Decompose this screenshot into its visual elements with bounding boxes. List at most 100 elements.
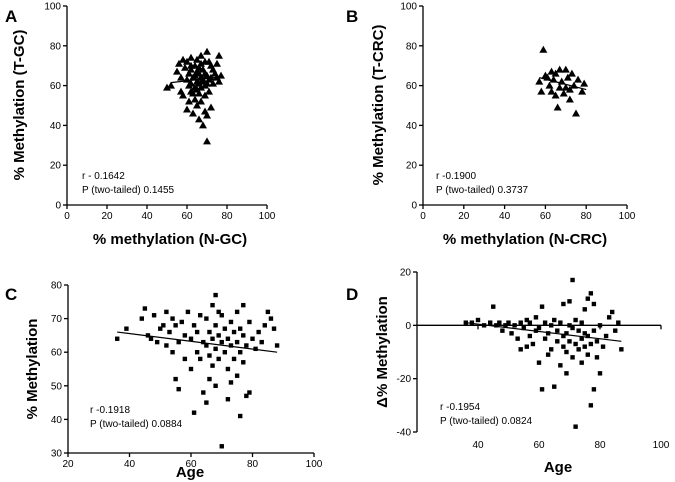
data-point <box>539 304 545 309</box>
data-point <box>225 397 231 402</box>
data-point <box>509 331 514 336</box>
data-point <box>198 356 203 362</box>
data-point <box>518 320 523 325</box>
panel-a: 0 20 40 60 80 100 0 20 40 60 80 100 % methylation (N… <box>5 2 276 249</box>
data-point <box>552 317 557 323</box>
data-point <box>606 315 612 320</box>
data-point <box>521 325 526 331</box>
data-point <box>512 323 517 328</box>
data-point <box>603 333 609 339</box>
data-point <box>561 344 566 349</box>
data-point <box>210 302 215 308</box>
data-point <box>244 343 249 348</box>
x-tick-label: 20 <box>101 211 113 222</box>
y-tick-label: 50 <box>51 381 63 392</box>
data-point <box>539 45 548 53</box>
x-tick-label: 60 <box>181 211 193 222</box>
data-point <box>195 63 203 71</box>
data-point <box>573 424 578 429</box>
y-tick-label: 30 <box>51 449 63 460</box>
y-tick-label: 0 <box>405 321 411 332</box>
data-point <box>191 61 199 69</box>
y-tick-label: 80 <box>406 41 418 52</box>
data-point <box>262 323 267 328</box>
p-value-text: P (two-tailed) 0.0884 <box>90 419 183 430</box>
p-value-text: P (two-tailed) 0.1455 <box>82 185 175 196</box>
data-point <box>265 309 271 315</box>
data-point <box>539 387 545 392</box>
data-point <box>198 313 203 318</box>
x-tick-label: 0 <box>64 211 70 222</box>
data-point <box>545 81 554 89</box>
x-tick-label: 40 <box>124 459 136 470</box>
data-point <box>164 343 169 348</box>
x-tick-label: 80 <box>247 459 259 470</box>
data-point <box>585 352 590 357</box>
data-point <box>215 51 223 59</box>
y-tick-label: -40 <box>397 428 412 439</box>
regression-line <box>117 331 278 353</box>
data-point <box>535 77 544 85</box>
data-point <box>503 323 508 328</box>
data-point <box>179 55 187 63</box>
data-point <box>228 380 234 385</box>
data-point <box>189 89 197 97</box>
data-point <box>564 371 569 376</box>
data-point <box>215 77 223 85</box>
regression-line <box>465 322 622 342</box>
data-point <box>594 355 600 360</box>
data-point <box>209 79 217 87</box>
x-axis-title: % methylation (N-GC) <box>93 231 247 248</box>
data-point <box>570 325 575 331</box>
data-point <box>193 55 201 63</box>
data-point <box>183 105 191 113</box>
data-point <box>207 103 215 111</box>
data-point <box>527 320 533 325</box>
data-point <box>578 87 587 95</box>
data-point <box>549 323 554 328</box>
y-axis-title: % Methylation <box>24 319 41 420</box>
data-point <box>585 296 590 301</box>
data-point <box>536 360 542 365</box>
data-point <box>537 87 546 95</box>
data-point <box>195 115 203 123</box>
y-tick-label: -20 <box>397 374 412 385</box>
data-point <box>515 336 520 341</box>
data-point <box>244 393 249 399</box>
data-point <box>530 341 536 347</box>
x-tick-label: 20 <box>62 459 74 470</box>
panel-c: 30 40 50 60 70 80 20 40 60 80 100 Age % Methylation C… <box>5 281 323 482</box>
data-point <box>582 344 587 349</box>
data-point <box>201 390 206 395</box>
y-tick-label: 60 <box>50 81 62 92</box>
data-point <box>547 87 556 95</box>
data-point <box>616 320 621 325</box>
y-tick-label: 60 <box>51 348 63 359</box>
data-point <box>210 363 215 368</box>
y-tick-label: 0 <box>55 201 61 212</box>
data-point <box>201 91 209 99</box>
x-tick-label: 0 <box>420 211 426 222</box>
data-point <box>238 413 243 419</box>
data-point <box>610 309 615 315</box>
data-point <box>558 320 563 325</box>
data-point <box>549 347 554 352</box>
y-axis-title: % Methylation (T-GC) <box>11 30 28 181</box>
data-point <box>173 323 178 328</box>
correlation-r-text: r -0.1918 <box>90 405 130 416</box>
y-tick-label: 60 <box>406 81 418 92</box>
data-point <box>555 328 560 333</box>
x-axis-title: Age <box>544 459 572 476</box>
p-value-text: P (two-tailed) 0.3737 <box>436 185 529 196</box>
data-point <box>561 301 566 307</box>
correlation-r-text: r - 0.1642 <box>82 171 125 182</box>
data-point <box>268 316 274 321</box>
data-point <box>547 67 556 75</box>
data-point <box>176 386 181 392</box>
data-point <box>591 328 597 333</box>
data-point <box>570 277 575 283</box>
data-point <box>203 79 211 87</box>
data-point <box>158 326 163 331</box>
y-tick-label: 40 <box>406 121 418 132</box>
data-point <box>177 73 185 81</box>
